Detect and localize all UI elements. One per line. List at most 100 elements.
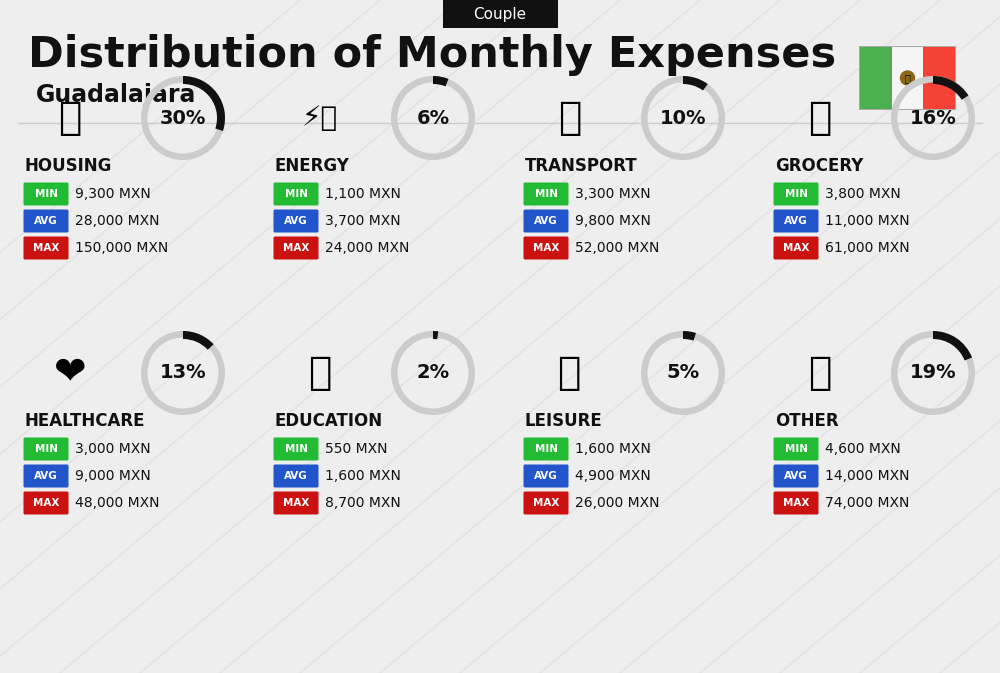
Text: ⚡🏠: ⚡🏠	[302, 104, 338, 132]
Wedge shape	[891, 76, 975, 160]
Text: 48,000 MXN: 48,000 MXN	[75, 496, 160, 510]
Bar	[859, 46, 956, 110]
Text: 2%: 2%	[416, 363, 450, 382]
Text: MAX: MAX	[533, 498, 559, 508]
Text: MAX: MAX	[33, 243, 59, 253]
FancyBboxPatch shape	[524, 464, 568, 487]
Text: MIN: MIN	[534, 189, 558, 199]
Wedge shape	[141, 331, 225, 415]
Wedge shape	[433, 331, 438, 339]
Text: 🦅: 🦅	[905, 73, 910, 83]
Wedge shape	[641, 76, 725, 160]
Wedge shape	[891, 331, 975, 415]
Text: TRANSPORT: TRANSPORT	[525, 157, 638, 175]
Text: 61,000 MXN: 61,000 MXN	[825, 241, 910, 255]
Text: 24,000 MXN: 24,000 MXN	[325, 241, 409, 255]
Text: 6%: 6%	[416, 108, 450, 127]
Wedge shape	[391, 331, 475, 415]
Text: 9,000 MXN: 9,000 MXN	[75, 469, 151, 483]
FancyBboxPatch shape	[274, 182, 318, 205]
Text: 14,000 MXN: 14,000 MXN	[825, 469, 910, 483]
FancyBboxPatch shape	[774, 437, 818, 460]
Wedge shape	[433, 76, 448, 86]
Text: MAX: MAX	[783, 243, 809, 253]
Text: MIN: MIN	[784, 189, 808, 199]
FancyBboxPatch shape	[274, 437, 318, 460]
Text: 52,000 MXN: 52,000 MXN	[575, 241, 659, 255]
FancyBboxPatch shape	[774, 209, 818, 232]
Text: 16%: 16%	[910, 108, 956, 127]
Text: 8,700 MXN: 8,700 MXN	[325, 496, 401, 510]
Text: 3,000 MXN: 3,000 MXN	[75, 442, 151, 456]
Wedge shape	[933, 76, 968, 100]
Text: 🏢: 🏢	[58, 99, 82, 137]
Text: AVG: AVG	[284, 471, 308, 481]
Text: GROCERY: GROCERY	[775, 157, 863, 175]
Text: AVG: AVG	[534, 216, 558, 226]
Text: 3,700 MXN: 3,700 MXN	[325, 214, 401, 228]
Text: MAX: MAX	[783, 498, 809, 508]
Text: 19%: 19%	[910, 363, 956, 382]
FancyBboxPatch shape	[274, 491, 318, 514]
Text: 11,000 MXN: 11,000 MXN	[825, 214, 910, 228]
Text: 3,300 MXN: 3,300 MXN	[575, 187, 651, 201]
Text: MIN: MIN	[285, 189, 308, 199]
FancyBboxPatch shape	[774, 464, 818, 487]
FancyBboxPatch shape	[24, 209, 68, 232]
FancyBboxPatch shape	[24, 464, 68, 487]
FancyBboxPatch shape	[24, 437, 68, 460]
Wedge shape	[683, 76, 708, 90]
Text: 1,100 MXN: 1,100 MXN	[325, 187, 401, 201]
FancyBboxPatch shape	[274, 464, 318, 487]
FancyBboxPatch shape	[442, 0, 558, 28]
Text: OTHER: OTHER	[775, 412, 839, 430]
FancyBboxPatch shape	[24, 236, 68, 260]
Wedge shape	[641, 331, 725, 415]
Text: MAX: MAX	[283, 498, 309, 508]
Text: Guadalajara: Guadalajara	[36, 83, 196, 107]
Text: MIN: MIN	[34, 189, 58, 199]
FancyBboxPatch shape	[524, 437, 568, 460]
Text: 🚌: 🚌	[558, 99, 582, 137]
Text: 10%: 10%	[660, 108, 706, 127]
Text: LEISURE: LEISURE	[525, 412, 603, 430]
Text: MIN: MIN	[784, 444, 808, 454]
Text: 🛒: 🛒	[808, 99, 832, 137]
Text: Distribution of Monthly Expenses: Distribution of Monthly Expenses	[28, 34, 836, 76]
FancyBboxPatch shape	[524, 209, 568, 232]
Text: 1,600 MXN: 1,600 MXN	[325, 469, 401, 483]
FancyBboxPatch shape	[774, 236, 818, 260]
Text: ❤️: ❤️	[54, 354, 86, 392]
FancyBboxPatch shape	[774, 182, 818, 205]
Text: 150,000 MXN: 150,000 MXN	[75, 241, 168, 255]
Text: 5%: 5%	[666, 363, 700, 382]
FancyBboxPatch shape	[274, 209, 318, 232]
FancyBboxPatch shape	[524, 182, 568, 205]
Text: 4,600 MXN: 4,600 MXN	[825, 442, 901, 456]
Wedge shape	[183, 76, 225, 131]
Text: 🎓: 🎓	[308, 354, 332, 392]
Text: 550 MXN: 550 MXN	[325, 442, 388, 456]
Wedge shape	[683, 331, 696, 341]
Text: Couple: Couple	[473, 7, 527, 22]
Text: AVG: AVG	[784, 216, 808, 226]
FancyBboxPatch shape	[524, 491, 568, 514]
Text: HOUSING: HOUSING	[25, 157, 112, 175]
Text: 9,800 MXN: 9,800 MXN	[575, 214, 651, 228]
Text: MIN: MIN	[34, 444, 58, 454]
Text: MAX: MAX	[33, 498, 59, 508]
Wedge shape	[183, 331, 214, 350]
Text: HEALTHCARE: HEALTHCARE	[25, 412, 146, 430]
Bar	[923, 47, 955, 109]
Text: AVG: AVG	[34, 471, 58, 481]
Text: 9,300 MXN: 9,300 MXN	[75, 187, 151, 201]
Text: AVG: AVG	[534, 471, 558, 481]
Text: 26,000 MXN: 26,000 MXN	[575, 496, 660, 510]
Text: 🛍️: 🛍️	[558, 354, 582, 392]
Text: EDUCATION: EDUCATION	[275, 412, 383, 430]
Text: MIN: MIN	[534, 444, 558, 454]
Text: AVG: AVG	[284, 216, 308, 226]
FancyBboxPatch shape	[774, 491, 818, 514]
Wedge shape	[933, 331, 972, 361]
FancyBboxPatch shape	[524, 236, 568, 260]
